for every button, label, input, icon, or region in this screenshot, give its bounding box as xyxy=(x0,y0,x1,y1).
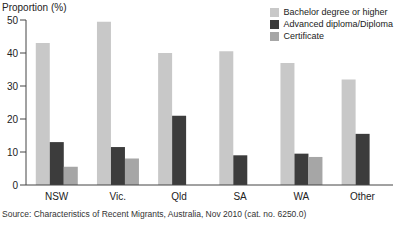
svg-text:Qld: Qld xyxy=(171,191,187,202)
svg-text:20: 20 xyxy=(8,114,18,125)
svg-text:SA: SA xyxy=(233,191,247,202)
svg-text:50: 50 xyxy=(8,15,18,26)
html-text:Certificate: Certificate xyxy=(283,31,324,41)
svg-text:NSW: NSW xyxy=(45,191,69,202)
html-text:Source: Characteristics of Rec: Source: Characteristics of Recent Migran… xyxy=(2,209,307,219)
svg-text:40: 40 xyxy=(8,48,18,59)
svg-text:Other: Other xyxy=(350,191,376,202)
svg-text:WA: WA xyxy=(293,191,309,202)
svg-text:10: 10 xyxy=(8,147,18,158)
html-text:Bachelor degree or higher: Bachelor degree or higher xyxy=(283,7,388,17)
svg-text:Vic.: Vic. xyxy=(110,191,127,202)
svg-text:30: 30 xyxy=(8,81,18,92)
svg-text:0: 0 xyxy=(12,180,18,191)
html-text:Advanced diploma/Diploma: Advanced diploma/Diploma xyxy=(283,19,393,29)
html-text:Proportion (%): Proportion (%) xyxy=(2,2,67,13)
